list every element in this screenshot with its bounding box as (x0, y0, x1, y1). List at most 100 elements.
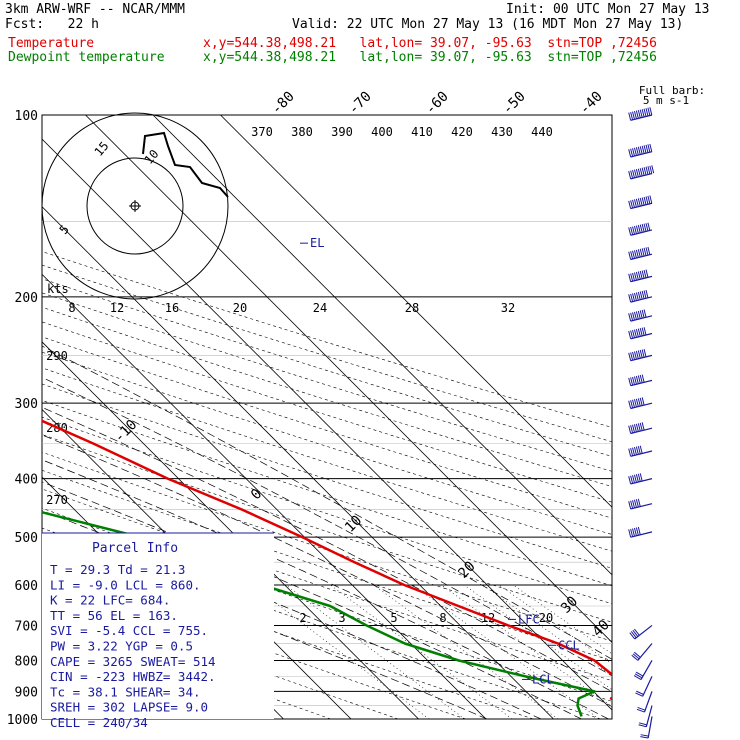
theta-label: 290 (46, 349, 68, 363)
pressure-tick-label: 900 (15, 685, 38, 700)
wind-barb-feather (639, 109, 643, 118)
dry-adiabat (42, 400, 612, 587)
isotherm-label: -80 (269, 89, 298, 118)
wind-barb-feather (643, 167, 647, 176)
parcel-info-row: LI = -9.0 LCL = 860. (50, 577, 201, 592)
wind-barb-feather (635, 271, 639, 280)
wind-barb-feather (637, 249, 641, 258)
wind-barb-feather (641, 374, 645, 383)
wind-barb-feather (643, 309, 647, 318)
pressure-tick-label: 200 (15, 291, 38, 306)
wind-barb (630, 114, 653, 121)
mixing-ratio-line (251, 584, 430, 719)
wind-barb-feather (643, 247, 647, 256)
wind-barb-feather (637, 375, 641, 384)
wind-barb-feather (641, 309, 645, 318)
wind-barb-feather (628, 273, 632, 282)
mixing-ratio-label: 20 (539, 611, 553, 625)
wind-barb-feather (635, 692, 643, 697)
wind-barb-feather (645, 223, 649, 232)
wind-barb-feather (636, 708, 645, 713)
mixing-ratio-label: 8 (68, 301, 75, 315)
wind-barb-feather (645, 144, 649, 153)
wind-barb-feather (640, 734, 649, 737)
wind-barb-feather (633, 376, 637, 385)
init-time: Init: 00 UTC Mon 27 May 13 (506, 2, 710, 17)
wind-barb-feather (635, 499, 639, 508)
wind-barb-feather (637, 706, 646, 711)
isotherm (42, 206, 555, 719)
wind-barb (642, 676, 653, 697)
mixing-ratio-line (463, 584, 612, 691)
wind-barb-feather (641, 145, 645, 154)
parcel-info-row: PW = 3.22 YGP = 0.5 (50, 639, 193, 654)
parcel-info-row: SREH = 302 LAPSE= 9.0 (50, 700, 208, 715)
model-title: 3km ARW-WRF -- NCAR/MMM (5, 2, 186, 17)
level-label-lcl: LCL (532, 672, 554, 686)
wind-barb-feather (632, 500, 635, 509)
wind-barb-feather (639, 374, 643, 383)
wind-barb-feather (632, 351, 635, 360)
wind-barb-feather (639, 248, 643, 257)
wind-barb-feather (645, 108, 649, 117)
wind-barb-feather (632, 272, 635, 281)
theta-label: 430 (491, 125, 513, 139)
wind-barb-feather (649, 143, 653, 152)
wind-barb-feather (647, 222, 651, 231)
dry-adiabat (42, 264, 612, 443)
wind-barb-feather (649, 107, 653, 116)
wind-barb-feather (633, 474, 637, 483)
wind-barb-feather (630, 111, 634, 120)
wind-barb-feather (637, 498, 641, 507)
wind-barb-feather (633, 292, 637, 301)
wind-barb-feather (635, 311, 639, 320)
wind-barb-feather (633, 499, 637, 508)
parcel-info-row: CIN = -223 HWBZ= 3442. (50, 669, 216, 684)
valid-time: Valid: 22 UTC Mon 27 May 13 (16 MDT Mon … (292, 17, 684, 32)
wind-barb-feather (632, 148, 635, 157)
parcel-info-row: CAPE = 3265 SWEAT= 514 (50, 654, 216, 669)
wind-barb-feather (635, 350, 639, 359)
wind-barb-feather (637, 473, 641, 482)
dry-adiabat (42, 451, 612, 642)
dry-adiabat (42, 434, 612, 623)
wind-barb-feather (641, 422, 645, 431)
wind-barb-feather (641, 224, 645, 233)
wind-barb-feather (639, 349, 643, 358)
isotherm-label: -60 (423, 89, 452, 118)
wind-barb-feather (645, 166, 649, 175)
wind-barb-feather (632, 475, 635, 484)
wind-barb-feather (630, 425, 634, 434)
wind-barb-feather (633, 399, 637, 408)
wind-barb-feather (631, 654, 639, 661)
parcel-info-row: TT = 56 EL = 163. (50, 608, 178, 623)
wind-barb-feather (649, 195, 653, 204)
wind-barb-feather (633, 199, 637, 208)
wind-barb-feather (632, 111, 635, 120)
pressure-tick-label: 500 (15, 531, 38, 546)
theta-label: 390 (331, 125, 353, 139)
pressure-tick-label: 100 (15, 109, 38, 124)
wind-barb (637, 643, 653, 661)
moist-adiabat (42, 541, 488, 719)
wind-barb-feather (641, 270, 645, 279)
dry-adiabat (42, 351, 612, 535)
wind-barb-feather (632, 226, 635, 235)
wind-barb-feather (636, 690, 644, 695)
wind-barb-feather (628, 400, 632, 409)
isotherm-label: -50 (500, 89, 529, 118)
wind-barb-feather (639, 146, 643, 155)
wind-barb-feather (632, 250, 635, 259)
moist-adiabat (42, 481, 582, 719)
isotherm (42, 138, 612, 711)
pressure-tick-label: 700 (15, 619, 38, 634)
wind-barb-feather (628, 112, 632, 121)
wind-barb-feather (637, 328, 641, 337)
wind-barb-feather (630, 475, 634, 484)
wind-barb-feather (632, 329, 635, 338)
wind-barb-feather (634, 673, 643, 679)
dewpoint-legend-label: Dewpoint temperature (8, 50, 165, 65)
wind-barb-feather (630, 447, 634, 456)
wind-barb-feather (637, 168, 641, 177)
